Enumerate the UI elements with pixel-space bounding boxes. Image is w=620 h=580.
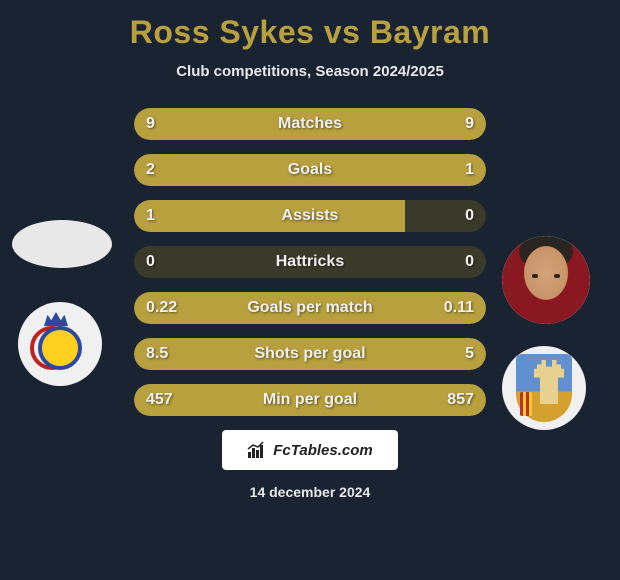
player-right-avatar	[502, 236, 590, 324]
brand-chart-icon	[247, 441, 269, 459]
player-left-block	[18, 220, 106, 386]
stat-label: Matches	[134, 108, 486, 140]
stat-value-right: 5	[465, 338, 474, 370]
stat-label: Shots per goal	[134, 338, 486, 370]
club-right-logo	[502, 346, 586, 430]
date-label: 14 december 2024	[0, 484, 620, 500]
stat-row: 8.5Shots per goal5	[134, 338, 486, 370]
stat-label: Goals per match	[134, 292, 486, 324]
stat-row: 457Min per goal857	[134, 384, 486, 416]
brand-text: FcTables.com	[273, 442, 372, 459]
stat-value-right: 0.11	[444, 292, 474, 324]
club-left-logo	[18, 302, 102, 386]
stat-row: 1Assists0	[134, 200, 486, 232]
player-left-avatar	[12, 220, 112, 268]
stat-value-right: 857	[447, 384, 474, 416]
stat-value-right: 0	[465, 200, 474, 232]
stat-value-right: 0	[465, 246, 474, 278]
stat-row: 0.22Goals per match0.11	[134, 292, 486, 324]
stat-label: Min per goal	[134, 384, 486, 416]
stat-value-right: 1	[465, 154, 474, 186]
stat-row: 9Matches9	[134, 108, 486, 140]
stat-row: 0Hattricks0	[134, 246, 486, 278]
comparison-panel: 9Matches92Goals11Assists00Hattricks00.22…	[0, 108, 620, 500]
stat-value-right: 9	[465, 108, 474, 140]
stat-label: Hattricks	[134, 246, 486, 278]
subtitle: Club competitions, Season 2024/2025	[0, 63, 620, 80]
stat-label: Goals	[134, 154, 486, 186]
stat-label: Assists	[134, 200, 486, 232]
stat-row: 2Goals1	[134, 154, 486, 186]
page-title: Ross Sykes vs Bayram	[0, 0, 620, 51]
stats-rows: 9Matches92Goals11Assists00Hattricks00.22…	[134, 108, 486, 416]
player-right-block	[502, 236, 590, 430]
brand-badge: FcTables.com	[222, 430, 398, 470]
